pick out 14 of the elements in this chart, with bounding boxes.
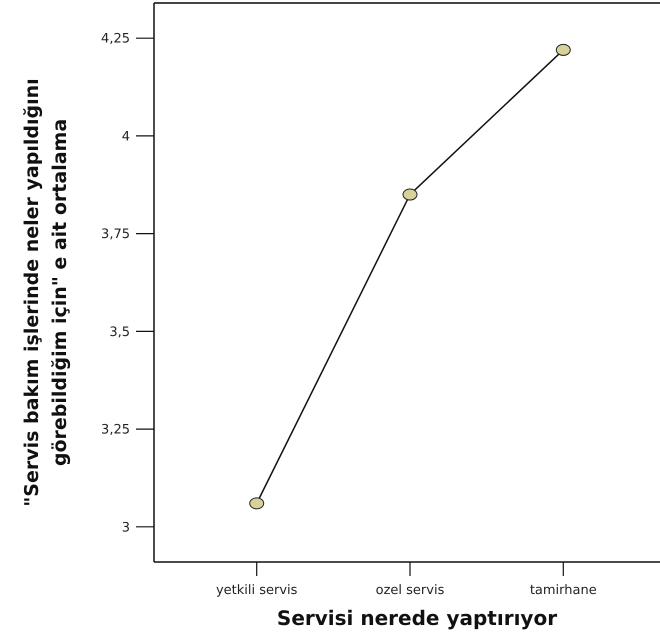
- y-tick-label: 3,5: [109, 324, 130, 340]
- x-tick-label: yetkili servis: [216, 583, 298, 598]
- y-tick-label: 3: [122, 520, 130, 536]
- x-tick-label: ozel servis: [376, 583, 445, 598]
- x-axis-title: Servisi nerede yaptırıyor: [276, 606, 558, 630]
- y-axis-title: "Servis bakım işlerinde neler yapıldığını görebildiğim için" e ait ortalama: [21, 78, 71, 507]
- y-tick-label: 4,25: [101, 32, 130, 47]
- y-tick-label: 3,25: [101, 422, 130, 438]
- point: [402, 188, 418, 201]
- point: [249, 497, 264, 510]
- point: [556, 44, 571, 56]
- x-tick-label: tamirhane: [530, 583, 597, 598]
- y-tick-label: 4: [122, 129, 130, 144]
- y-tick-label: 3,75: [101, 227, 130, 242]
